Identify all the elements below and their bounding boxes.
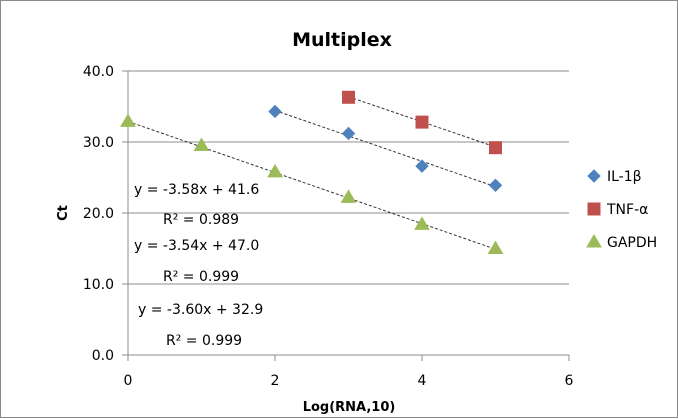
- tick-labels: 0.0 10.0 20.0 30.0 40.0 0 2 4 6: [83, 64, 574, 389]
- legend-label-il-1: IL-1β: [607, 169, 642, 185]
- legend-marker-gapdh: [586, 234, 602, 248]
- data-point-gapdh: [120, 113, 136, 127]
- y-tick-label: 20.0: [83, 206, 114, 222]
- legend: IL-1β TNF-α GAPDH: [586, 169, 657, 251]
- data-point-tnf: [342, 90, 355, 104]
- x-tick-label: 6: [565, 373, 574, 389]
- equation-gapdh: y = -3.60x + 32.9: [138, 302, 263, 318]
- legend-label-tnf: TNF-α: [606, 202, 648, 218]
- data-markers: [120, 90, 504, 254]
- x-axis-title: Log(RNA,10): [303, 400, 396, 415]
- r-squared-il1b: R² = 0.989: [163, 212, 239, 228]
- r-squared-gapdh: R² = 0.999: [166, 333, 242, 349]
- data-point-il-1: [488, 178, 503, 193]
- data-point-il-1: [415, 159, 429, 173]
- data-point-il-1: [268, 104, 282, 119]
- x-tick-label: 0: [124, 373, 133, 389]
- data-point-gapdh: [267, 163, 283, 178]
- legend-marker-il-1: [587, 169, 601, 183]
- y-tick-label: 10.0: [83, 277, 114, 293]
- data-point-gapdh: [414, 216, 430, 230]
- x-tick-label: 4: [418, 373, 427, 389]
- trendline-equations: y = -3.58x + 41.6 R² = 0.989 y = -3.54x …: [134, 182, 263, 349]
- r-squared-tnfa: R² = 0.999: [163, 269, 239, 285]
- trendline-il-1: [274, 110, 496, 188]
- data-point-gapdh: [340, 189, 357, 203]
- data-point-gapdh: [193, 137, 210, 152]
- y-tick-label: 0.0: [92, 348, 114, 364]
- x-tick-label: 2: [271, 373, 280, 389]
- y-tick-label: 30.0: [83, 135, 114, 151]
- legend-label-gapdh: GAPDH: [607, 235, 657, 251]
- data-point-il-1: [341, 126, 356, 141]
- equation-il1b: y = -3.58x + 41.6: [134, 182, 259, 198]
- y-tick-label: 40.0: [83, 64, 114, 80]
- chart-title: Multiplex: [292, 29, 392, 51]
- legend-marker-tnf: [587, 202, 601, 216]
- data-point-tnf: [415, 115, 429, 129]
- data-point-gapdh: [487, 240, 504, 254]
- data-point-tnf: [489, 141, 502, 155]
- y-axis-title: Ct: [56, 205, 71, 221]
- equation-tnfa: y = -3.54x + 47.0: [134, 238, 259, 254]
